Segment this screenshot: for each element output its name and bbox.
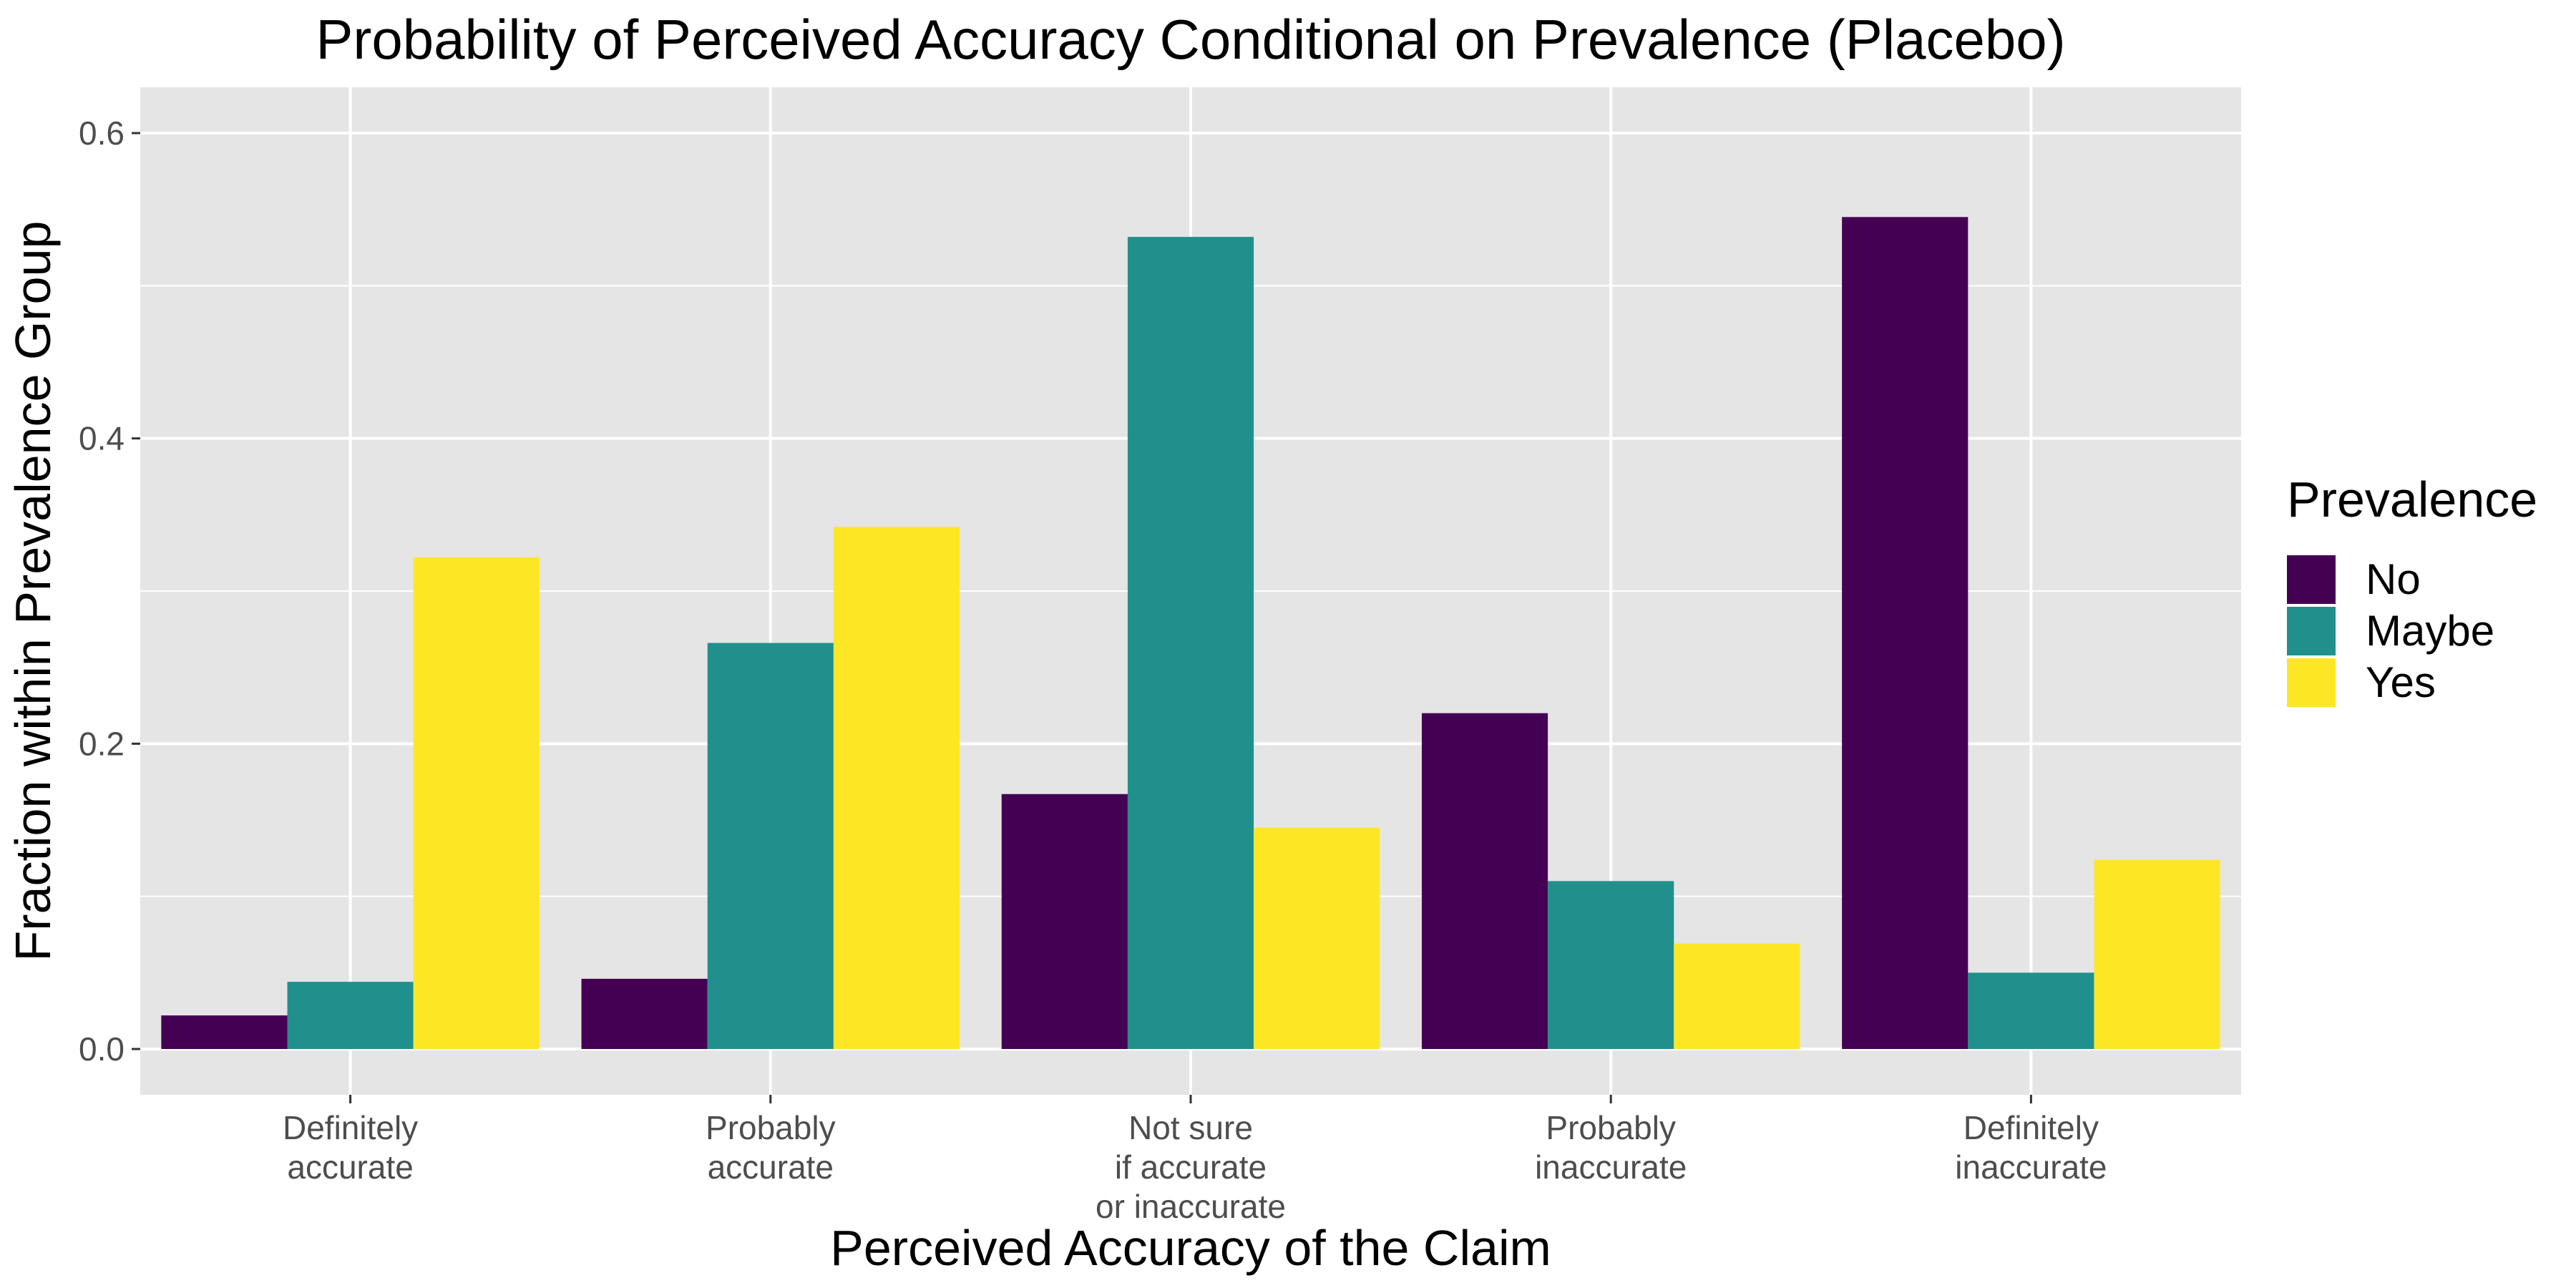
bars — [161, 217, 2220, 1050]
y-tick-label: 0.4 — [79, 420, 125, 457]
x-tick-label-line: Probably — [1546, 1109, 1676, 1146]
legend-label-maybe: Maybe — [2366, 607, 2494, 655]
x-tick-label-line: inaccurate — [1955, 1148, 2107, 1186]
x-tick-label-line: if accurate — [1115, 1148, 1267, 1186]
bar-yes-0 — [413, 557, 540, 1049]
bar-maybe-3 — [1548, 881, 1674, 1049]
x-tick-label-line: accurate — [287, 1148, 413, 1186]
legend-label-yes: Yes — [2366, 658, 2436, 706]
bar-yes-2 — [1254, 827, 1380, 1049]
y-tick-label: 0.0 — [79, 1030, 125, 1068]
x-tick-label-line: Definitely — [1963, 1109, 2099, 1146]
x-tick-label-line: accurate — [708, 1148, 834, 1186]
chart-title: Probability of Perceived Accuracy Condit… — [316, 8, 2065, 71]
bar-maybe-0 — [287, 982, 414, 1049]
bar-no-4 — [1842, 217, 1968, 1049]
legend-label-no: No — [2366, 555, 2421, 603]
legend-key-no — [2287, 555, 2336, 604]
y-tick-label: 0.6 — [79, 114, 125, 152]
bar-no-3 — [1421, 713, 1548, 1049]
bar-yes-4 — [2094, 859, 2220, 1049]
x-tick-label: Not sure if accurate or inaccurate — [1096, 1109, 1286, 1225]
bar-yes-1 — [833, 527, 960, 1049]
bar-maybe-1 — [707, 643, 834, 1049]
x-tick-label-line: Not sure — [1128, 1109, 1253, 1146]
legend-key-maybe — [2287, 607, 2336, 655]
x-tick-label-line: Definitely — [283, 1109, 418, 1146]
x-tick-label: Probably inaccurate — [1535, 1109, 1687, 1186]
legend-key-yes — [2287, 658, 2336, 707]
bar-maybe-2 — [1127, 237, 1254, 1050]
y-axis: 0.0 0.2 0.4 0.6 — [79, 114, 140, 1068]
x-tick-label: Definitely accurate — [283, 1109, 418, 1186]
bar-yes-3 — [1674, 943, 1800, 1049]
bar-no-0 — [161, 1015, 288, 1049]
x-tick-label-line: inaccurate — [1535, 1148, 1687, 1186]
x-tick-label: Definitely inaccurate — [1955, 1109, 2107, 1186]
bar-no-2 — [1001, 794, 1128, 1049]
x-tick-label-line: Probably — [706, 1109, 836, 1146]
legend-title: Prevalence — [2287, 472, 2537, 527]
y-axis-title: Fraction within Prevalence Group — [5, 221, 61, 962]
bar-no-1 — [581, 978, 708, 1049]
x-axis-title: Perceived Accuracy of the Claim — [830, 1220, 1551, 1276]
x-tick-label: Probably accurate — [706, 1109, 836, 1186]
x-tick-label-line: or inaccurate — [1096, 1188, 1286, 1225]
bar-maybe-4 — [1968, 972, 2094, 1049]
y-tick-label: 0.2 — [79, 725, 125, 762]
